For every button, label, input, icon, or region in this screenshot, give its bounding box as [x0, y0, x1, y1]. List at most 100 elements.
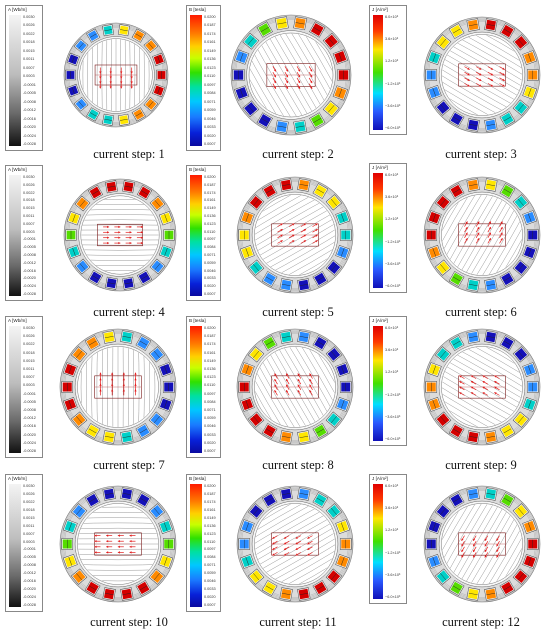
- legend-tick-label: 0.0030: [23, 326, 35, 330]
- field-line: [441, 194, 476, 260]
- coil-split: [432, 400, 437, 409]
- coil-split: [299, 436, 309, 438]
- coil-split: [239, 88, 244, 98]
- flux-arrows: [272, 66, 313, 90]
- flux-arrow-head: [496, 555, 499, 558]
- coil-split: [503, 497, 512, 503]
- flux-arrow-head: [292, 223, 295, 226]
- legend-tick-label: 0.0018: [23, 40, 35, 45]
- coil-split: [164, 214, 168, 223]
- flux-arrow-head: [494, 392, 497, 395]
- stator-coil: [148, 568, 165, 585]
- coil-split: [253, 507, 260, 515]
- field-line: [452, 34, 523, 78]
- flux-arrow-head: [297, 373, 300, 376]
- stator-coil: [526, 229, 539, 241]
- coil-split: [316, 340, 325, 346]
- field-line: [457, 346, 523, 381]
- flux-arrow-head: [297, 74, 301, 78]
- coil-split: [503, 340, 512, 346]
- stator-coil: [335, 396, 351, 412]
- flux-arrow-head: [315, 234, 318, 237]
- flux-arrow-head: [310, 80, 313, 84]
- motor-field-plot: [63, 22, 169, 128]
- step-caption: current step: 4: [93, 305, 165, 319]
- stator-coil: [435, 99, 452, 116]
- stator-coil: [309, 21, 326, 38]
- flux-arrow-head: [297, 379, 300, 382]
- step-caption: current step: 1: [93, 147, 165, 161]
- stator-coil: [466, 330, 480, 344]
- stator-coil: [73, 96, 89, 112]
- coil-split: [316, 276, 325, 282]
- coil-split: [88, 428, 97, 434]
- flux-arrow-head: [280, 223, 283, 226]
- field-line: [270, 241, 336, 276]
- flux-arrow-head: [470, 392, 474, 395]
- coil-split: [503, 188, 512, 194]
- legend-potential: A [Wb/m] 0.0030 0.0026 0.0022 0.0018 0.0015 0…: [5, 165, 43, 301]
- legend-colorbar: [9, 484, 21, 607]
- flux-arrows: [94, 534, 136, 554]
- flux-arrows: [461, 535, 500, 558]
- flux-arrow-head: [129, 545, 132, 548]
- stator-coil: [65, 69, 76, 81]
- flux-arrow-head: [272, 553, 275, 556]
- coil-ring: [61, 330, 175, 444]
- legend-tick-label: 0.0059: [204, 416, 216, 421]
- field-line: [479, 205, 523, 276]
- coil-split: [340, 248, 345, 257]
- coil-split: [89, 33, 97, 38]
- stator-coil: [65, 229, 77, 241]
- legend-tick-label: 3.6×10⁶: [385, 37, 399, 42]
- flux-arrow-head: [490, 73, 494, 76]
- flux-arrows: [464, 221, 503, 244]
- coil-split: [452, 116, 461, 122]
- coil-ring: [238, 178, 352, 292]
- flux-arrow-head: [273, 86, 276, 89]
- field-line: [441, 81, 507, 116]
- stator-coil: [448, 183, 465, 199]
- flux-arrow-head: [490, 78, 494, 81]
- stator-coil: [499, 271, 516, 287]
- stator-coil: [162, 538, 175, 550]
- legend-tick-label: -0.0028: [23, 142, 36, 146]
- coil-split: [527, 53, 532, 62]
- yoke-field-line: [64, 23, 168, 127]
- coil-split: [265, 428, 274, 434]
- legend-tick-label: 0.0007: [23, 531, 35, 536]
- flux-arrow-head: [295, 536, 298, 539]
- stator-coil: [522, 396, 538, 412]
- legend-tick-label: 0.0200: [204, 484, 216, 488]
- coil-split: [265, 497, 274, 503]
- motor-field-plot: [236, 176, 354, 294]
- legend-tick-label: 0.0136: [204, 367, 216, 371]
- stator-coil: [261, 183, 278, 199]
- coil-split: [330, 507, 337, 515]
- field-line: [254, 194, 323, 234]
- field-line: [488, 210, 523, 276]
- motor-field-plot: [63, 178, 177, 292]
- coil-split: [68, 557, 73, 566]
- coil-split: [107, 282, 116, 285]
- field-line: [254, 362, 289, 428]
- flux-arrow-head: [500, 232, 503, 235]
- stator-coil: [466, 487, 480, 501]
- coil-split: [517, 198, 524, 206]
- coil-split: [527, 88, 532, 97]
- stator-coil: [66, 83, 80, 98]
- coil-ring: [65, 180, 175, 290]
- field-line: [254, 503, 325, 547]
- legend-title: J [A/m²]: [372, 7, 388, 12]
- panel-step-4: A [Wb/m] 0.0030 0.0026 0.0022 0.0018 0.0015 0…: [0, 160, 183, 320]
- coil-split: [486, 336, 496, 338]
- legend-colorbar: [190, 484, 202, 607]
- flux-arrow-head: [283, 553, 287, 556]
- stator-coil: [122, 276, 135, 290]
- motor-field-plot: [230, 14, 352, 136]
- flux-arrow-head: [470, 375, 474, 378]
- flux-arrow-head: [272, 547, 275, 550]
- stator-coil: [484, 487, 498, 501]
- flux-arrow-head: [502, 67, 505, 70]
- coil-split: [452, 28, 461, 34]
